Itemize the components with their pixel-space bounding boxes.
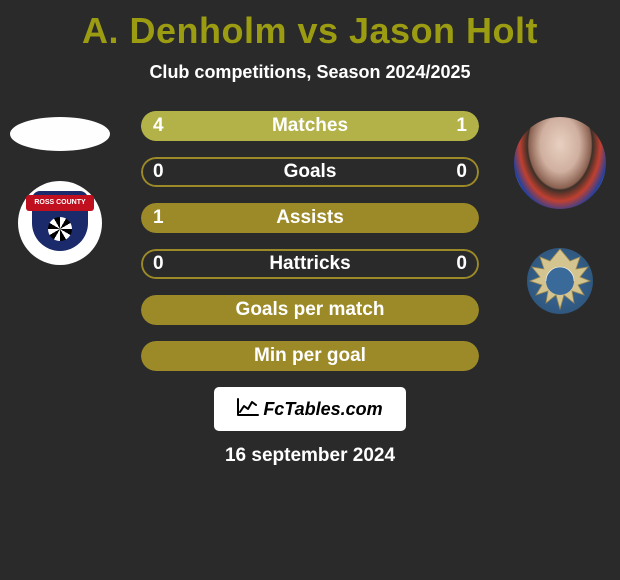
stat-bar-row: Min per goal [141, 341, 479, 371]
stat-label: Assists [141, 203, 479, 233]
stat-label: Min per goal [141, 341, 479, 371]
stat-bar-row: 41Matches [141, 111, 479, 141]
stat-bar-row: Goals per match [141, 295, 479, 325]
right-player-photo [514, 117, 606, 209]
stat-label: Hattricks [141, 249, 479, 279]
stat-bar-row: 00Hattricks [141, 249, 479, 279]
left-player-photo [10, 117, 110, 151]
stat-label: Goals per match [141, 295, 479, 325]
left-club-badge: ROSS COUNTY [18, 181, 102, 265]
watermark-text: FcTables.com [263, 399, 382, 420]
comparison-title: A. Denholm vs Jason Holt [0, 0, 620, 52]
stat-bar-row: 1Assists [141, 203, 479, 233]
watermark-badge: FcTables.com [214, 387, 406, 431]
right-player-column [500, 111, 620, 323]
eagle-crest-icon [520, 241, 600, 321]
stat-bar-row: 00Goals [141, 157, 479, 187]
comparison-subtitle: Club competitions, Season 2024/2025 [0, 62, 620, 83]
stat-label: Matches [141, 111, 479, 141]
snapshot-date: 16 september 2024 [0, 445, 620, 467]
chart-icon [237, 398, 259, 421]
right-club-badge [518, 239, 602, 323]
football-icon [48, 217, 72, 241]
stat-label: Goals [141, 157, 479, 187]
left-club-banner: ROSS COUNTY [26, 195, 94, 211]
stat-bars: 41Matches 00Goals 1Assists 00Hattricks Goals… [141, 111, 479, 371]
comparison-container: ROSS COUNTY 41Matches 00Goals 1Assists 00Ha… [0, 111, 620, 371]
left-player-column: ROSS COUNTY [0, 111, 120, 265]
